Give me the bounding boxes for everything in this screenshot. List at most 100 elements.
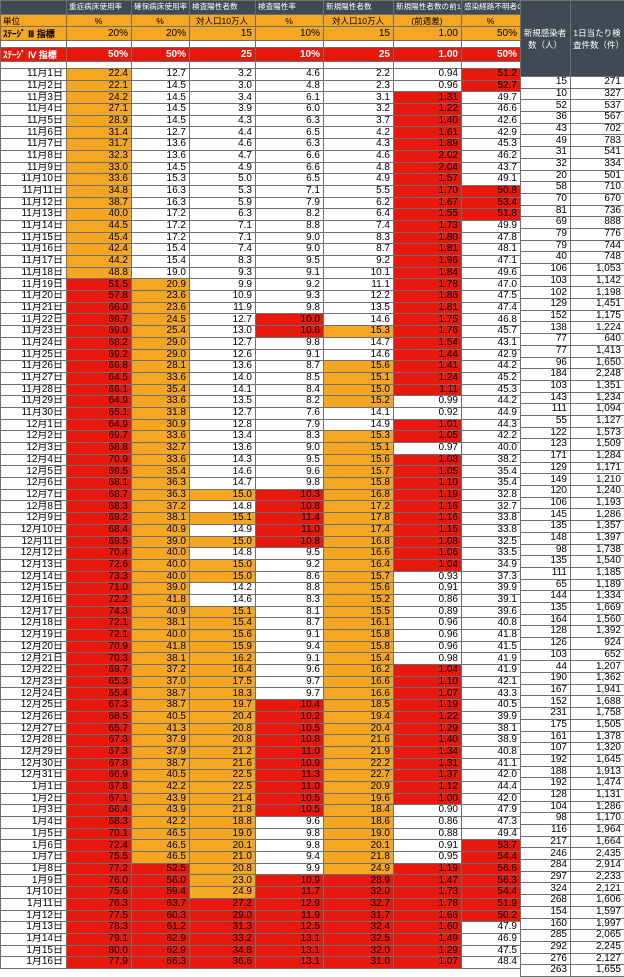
test-count-cell: 541 xyxy=(571,147,624,159)
value-cell: 3.0 xyxy=(190,80,256,92)
value-cell: 6.3 xyxy=(256,139,324,151)
value-cell: 32.7 xyxy=(462,501,521,513)
value-cell: 10.8 xyxy=(256,536,324,548)
value-cell: 38.7 xyxy=(67,197,132,209)
row-date: 11月2日 xyxy=(1,80,67,92)
value-cell: 44.2 xyxy=(462,396,521,408)
value-cell: 10.9 xyxy=(190,291,256,303)
value-cell: 1.81 xyxy=(394,244,462,256)
value-cell: 35.4 xyxy=(462,466,521,478)
value-cell: 52.7 xyxy=(462,80,521,92)
value-cell: 1.76 xyxy=(394,326,462,338)
value-cell: 67.1 xyxy=(67,793,132,805)
value-cell: 70.4 xyxy=(67,548,132,560)
value-cell: 1.29 xyxy=(394,723,462,735)
value-cell: 9.5 xyxy=(256,256,324,268)
value-cell: 8.8 xyxy=(256,220,324,232)
value-cell: 27.2 xyxy=(190,898,256,910)
unit-cell: 対人口10万人 xyxy=(324,15,394,27)
value-cell: 40.0 xyxy=(462,443,521,455)
value-cell: 17.8 xyxy=(324,513,394,525)
value-cell: 15.0 xyxy=(190,489,256,501)
value-cell: 1.73 xyxy=(394,220,462,232)
value-cell: 13.6 xyxy=(132,150,190,162)
new-cases-cell: 79 xyxy=(521,240,571,252)
value-cell: 2.2 xyxy=(324,69,394,81)
test-count-cell: 1,234 xyxy=(571,392,624,404)
value-cell: 33.8 xyxy=(462,513,521,525)
unit-cell: % xyxy=(132,15,190,27)
value-cell: 16.2 xyxy=(190,653,256,665)
value-cell: 9.5 xyxy=(256,454,324,466)
value-cell: 2.02 xyxy=(394,150,462,162)
value-cell: 38.1 xyxy=(132,513,190,525)
value-cell: 19.7 xyxy=(190,700,256,712)
value-cell: 9.8 xyxy=(256,840,324,852)
value-cell: 15.3 xyxy=(132,174,190,186)
value-cell: 14.5 xyxy=(132,80,190,92)
value-cell: 15.4 xyxy=(190,618,256,630)
value-cell: 5.0 xyxy=(190,174,256,186)
value-cell: 42.0 xyxy=(462,793,521,805)
row-date: 11月25日 xyxy=(1,349,67,361)
row-date: 12月1日 xyxy=(1,419,67,431)
new-cases-cell: 135 xyxy=(521,521,571,533)
value-cell: 10.8 xyxy=(256,735,324,747)
new-cases-cell: 120 xyxy=(521,486,571,498)
row-date: 1月10日 xyxy=(1,887,67,899)
value-cell: 17.2 xyxy=(132,220,190,232)
new-cases-cell: 188 xyxy=(521,766,571,778)
value-cell: 14.2 xyxy=(190,583,256,595)
value-cell: 49.1 xyxy=(462,174,521,186)
value-cell: 70.3 xyxy=(67,653,132,665)
value-cell: 9.5 xyxy=(256,548,324,560)
value-cell: 66.3 xyxy=(132,957,190,969)
value-cell: 1.66 xyxy=(394,910,462,922)
value-cell: 27.1 xyxy=(67,104,132,116)
value-cell: 19.0 xyxy=(324,828,394,840)
value-cell: 9.4 xyxy=(256,852,324,864)
value-cell: 63.7 xyxy=(132,898,190,910)
stage3-cell: 50% xyxy=(462,27,521,41)
value-cell: 60.3 xyxy=(132,910,190,922)
new-cases-cell: 104 xyxy=(521,801,571,813)
value-cell: 18.5 xyxy=(324,700,394,712)
value-cell: 41.8 xyxy=(132,641,190,653)
value-cell: 42.2 xyxy=(132,817,190,829)
value-cell: 40.9 xyxy=(132,524,190,536)
new-cases-cell: 144 xyxy=(521,591,571,603)
test-count-cell: 2,121 xyxy=(571,883,624,895)
row-date: 12月12日 xyxy=(1,548,67,560)
value-cell: 15.1 xyxy=(190,513,256,525)
value-cell: 8.6 xyxy=(256,571,324,583)
value-cell: 29.0 xyxy=(132,349,190,361)
row-date: 12月16日 xyxy=(1,594,67,606)
value-cell: 40.0 xyxy=(132,559,190,571)
row-date: 1月9日 xyxy=(1,875,67,887)
value-cell: 48.1 xyxy=(462,244,521,256)
value-cell: 69.2 xyxy=(67,349,132,361)
value-cell: 15.6 xyxy=(324,583,394,595)
